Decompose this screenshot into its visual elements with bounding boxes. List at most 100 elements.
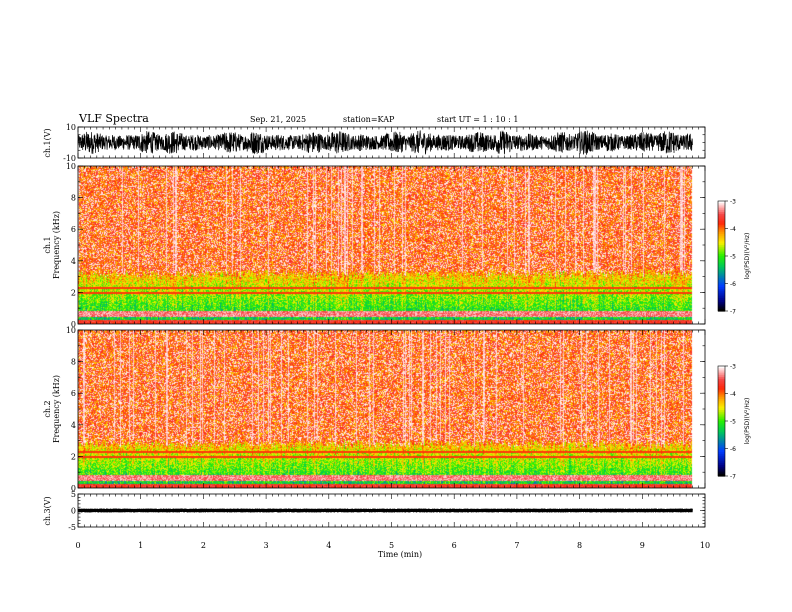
colorbar-swatch — [718, 224, 725, 228]
colorbar-swatch — [718, 459, 725, 462]
date-label: Sep. 21, 2025 — [250, 115, 306, 124]
colorbar-swatch — [718, 298, 725, 301]
colorbar-swatch — [718, 410, 725, 413]
colorbar-swatch — [718, 292, 725, 296]
colorbar-swatch — [718, 289, 725, 292]
colorbar-swatch — [718, 256, 725, 259]
colorbar-swatch — [718, 276, 725, 279]
colorbar-swatch — [718, 454, 725, 457]
colorbar-swatch — [718, 248, 725, 252]
colorbar-swatch — [718, 406, 725, 409]
ch1-spectrogram-ylabel-line2: Frequency (kHz) — [52, 211, 61, 279]
colorbar-swatch — [718, 375, 725, 378]
time-tick-label: 3 — [264, 541, 269, 550]
time-tick-label: 2 — [201, 541, 206, 550]
colorbar-swatch — [718, 399, 725, 402]
colorbar-swatch — [718, 474, 725, 477]
colorbar-swatch — [718, 290, 725, 294]
colorbar-swatch — [718, 230, 725, 233]
colorbar-swatch — [718, 367, 725, 371]
ch3-waveform-axis: 5 0 -5 — [68, 490, 706, 532]
colorbar-swatch — [718, 201, 725, 204]
colorbar-swatch — [718, 213, 725, 217]
colorbar-tick-label: -7 — [730, 474, 736, 481]
colorbar-swatch — [718, 424, 725, 428]
colorbar-swatch — [718, 433, 725, 437]
y-tick-label: 8 — [71, 194, 76, 203]
colorbar-swatch — [718, 415, 725, 418]
colorbar-tick-label: -4 — [730, 391, 736, 398]
colorbar-swatch — [718, 400, 725, 404]
colorbar-swatch — [718, 378, 725, 382]
colorbar-swatch — [718, 419, 725, 422]
ch2-spectrogram-image — [78, 330, 705, 488]
colorbar-swatch — [718, 237, 725, 241]
colorbar-swatch — [718, 430, 725, 433]
colorbar-tick-label: -3 — [730, 199, 736, 206]
time-tick-label: 5 — [389, 541, 394, 550]
colorbar-swatch — [718, 301, 725, 305]
time-axis-tick-labels: 0 1 2 3 4 5 6 7 8 9 10 — [75, 541, 710, 550]
colorbar-swatch — [718, 245, 725, 248]
y-tick-label: 10 — [66, 162, 76, 171]
colorbar-swatch — [718, 386, 725, 389]
colorbar-swatch — [718, 466, 725, 470]
colorbar-swatch — [718, 461, 725, 464]
start-time-label: start UT = 1 : 10 : 1 — [437, 115, 518, 124]
colorbar-swatch — [718, 388, 725, 391]
colorbar-swatch — [718, 243, 725, 246]
colorbar-swatch — [718, 422, 725, 426]
ch1-waveform-trace — [77, 130, 693, 155]
colorbar-swatch — [718, 393, 725, 396]
colorbar-swatch — [718, 300, 725, 303]
y-tick-label: 0 — [71, 484, 76, 493]
ch1-waveform-ylabel: ch.1(V) — [43, 128, 52, 157]
colorbar-swatch — [718, 369, 725, 373]
y-tick-label: -5 — [68, 523, 76, 532]
time-tick-label: 4 — [326, 541, 331, 550]
figure-title: VLF Spectra — [78, 112, 149, 125]
ch2-spectrogram-ylabel-line2: Frequency (kHz) — [52, 375, 61, 443]
colorbar-swatch — [718, 219, 725, 222]
colorbar-swatch — [718, 457, 725, 461]
colorbar-swatch — [718, 373, 725, 376]
ch1-spectrogram-image — [78, 166, 705, 324]
colorbar-swatch — [718, 402, 725, 406]
colorbar-label: log(PSD)(V²/Hz) — [744, 398, 751, 445]
colorbar-swatch — [718, 413, 725, 417]
colorbar-swatch — [718, 281, 725, 285]
time-tick-label: 9 — [640, 541, 645, 550]
time-tick-label: 7 — [514, 541, 519, 550]
colorbar-swatch — [718, 455, 725, 459]
colorbar-swatch — [718, 246, 725, 250]
colorbar-swatch — [718, 439, 725, 442]
colorbar-swatch — [718, 452, 725, 455]
colorbar-swatch — [718, 309, 725, 312]
y-tick-label: 6 — [71, 389, 76, 398]
colorbar-swatch — [718, 465, 725, 468]
time-tick-label: 8 — [577, 541, 582, 550]
station-label: station=KAP — [343, 115, 395, 124]
ch1-spectrogram-ylabel-line1: ch.1 — [43, 236, 52, 253]
colorbar-swatch — [718, 408, 725, 411]
colorbar-swatch — [718, 296, 725, 299]
colorbar-swatch — [718, 441, 725, 444]
time-tick-label: 10 — [700, 541, 710, 550]
colorbar-swatch — [718, 389, 725, 393]
ch2-colorbar: -3 -4 -5 -6 -7 log(PSD)(V²/Hz) — [717, 364, 751, 481]
y-tick-label: 0 — [71, 320, 76, 329]
colorbar-swatch — [718, 267, 725, 270]
time-tick-label: 1 — [138, 541, 143, 550]
colorbar-tick-label: -4 — [730, 226, 736, 233]
colorbar-swatch — [718, 421, 725, 424]
colorbar-swatch — [718, 254, 725, 257]
time-tick-label: 6 — [452, 541, 457, 550]
colorbar-swatch — [718, 210, 725, 213]
colorbar-swatch — [718, 443, 725, 446]
y-tick-label: 4 — [71, 421, 76, 430]
y-tick-label: -10 — [63, 154, 76, 163]
colorbar-swatch — [718, 294, 725, 297]
colorbar-swatch — [718, 202, 725, 206]
colorbar-swatch — [718, 272, 725, 275]
